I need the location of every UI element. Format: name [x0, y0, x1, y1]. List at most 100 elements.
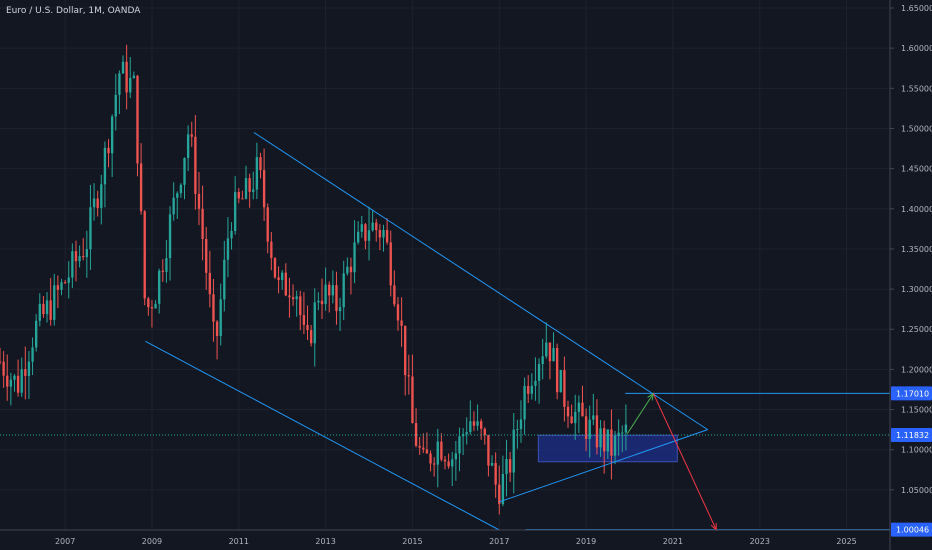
candle-body — [270, 241, 273, 258]
candle-body — [342, 273, 345, 308]
candle-body — [262, 170, 266, 208]
price-tag-label: 1.00046 — [896, 526, 929, 535]
candle-body — [443, 459, 447, 462]
candle-body — [574, 411, 577, 424]
candle-body — [273, 257, 277, 278]
candle-body — [349, 266, 353, 273]
x-tick-label: 2021 — [663, 537, 683, 546]
candle-body — [505, 459, 508, 475]
candle-body — [588, 419, 591, 439]
candle-body — [331, 285, 335, 296]
candle-body — [480, 421, 483, 429]
candle-body — [378, 230, 382, 238]
channel-upper-line — [253, 132, 708, 431]
candle-body — [498, 484, 501, 505]
candle-body — [6, 375, 9, 387]
candle-body — [45, 300, 49, 315]
candle-body — [599, 428, 602, 448]
candle-body — [110, 116, 114, 154]
candle-body — [16, 375, 20, 393]
candle-body — [147, 298, 150, 308]
candle-body — [404, 325, 407, 376]
candle-body — [494, 462, 497, 485]
candle-body — [527, 385, 530, 394]
price-axis[interactable]: 1.65000 1.60000 1.55000 1.50000 1.45000 1.400… — [889, 0, 932, 550]
candle-body — [49, 300, 52, 320]
candle-body — [85, 249, 89, 258]
candle-body — [201, 208, 204, 239]
candle-body — [313, 302, 316, 344]
candle-body — [534, 380, 537, 386]
candle-body — [570, 416, 573, 424]
candle-body — [259, 157, 262, 171]
candle-body — [613, 436, 617, 456]
candle-body — [92, 198, 96, 208]
y-tick-label: 1.55000 — [901, 84, 932, 93]
candle-body — [385, 229, 389, 243]
candle-body — [469, 421, 472, 433]
candle-body — [114, 94, 117, 117]
candle-body — [328, 284, 331, 296]
y-tick-label: 1.60000 — [901, 44, 932, 53]
candle-body — [165, 258, 168, 272]
candle-body — [389, 242, 392, 286]
candle-body — [407, 375, 410, 377]
candle-body — [42, 303, 45, 315]
candle-body — [335, 285, 338, 312]
candle-body — [295, 296, 298, 300]
candle-body — [595, 415, 599, 448]
x-tick-label: 2013 — [315, 537, 335, 546]
candle-body — [541, 356, 544, 365]
candle-body — [519, 419, 523, 430]
y-tick-label: 1.35000 — [901, 245, 932, 254]
candle-body — [414, 423, 418, 446]
candle-body — [20, 369, 23, 393]
candle-body — [67, 277, 70, 283]
candle-body — [63, 282, 67, 284]
candle-body — [82, 256, 85, 258]
candle-body — [89, 207, 92, 250]
candle-body — [107, 147, 110, 154]
candle-body — [458, 436, 461, 454]
candle-body — [512, 429, 515, 473]
candle-body — [223, 259, 226, 300]
x-tick-label: 2017 — [489, 537, 509, 546]
candle-body — [136, 75, 139, 164]
candle-body — [364, 224, 367, 241]
candle-body — [132, 75, 136, 78]
candle-body — [27, 361, 31, 376]
candle-body — [581, 402, 584, 417]
candle-body — [606, 429, 609, 452]
drawings[interactable] — [0, 132, 890, 532]
x-tick-label: 2009 — [142, 537, 162, 546]
candle-body — [13, 375, 16, 380]
candle-body — [0, 361, 2, 363]
candle-body — [400, 320, 403, 326]
candle-body — [501, 474, 505, 505]
candle-body — [31, 347, 34, 362]
candle-body — [74, 251, 78, 262]
candle-body — [621, 432, 624, 434]
price-tag — [891, 522, 932, 537]
candle-body — [447, 461, 450, 467]
candle-body — [53, 285, 56, 320]
candle-body — [215, 321, 219, 336]
y-tick-label: 1.45000 — [901, 165, 932, 174]
candle-body — [255, 157, 259, 190]
time-axis[interactable]: 2007 2009 2011 2013 2015 2017 2019 2021 2023 2025 — [0, 529, 890, 546]
candle-body — [454, 453, 458, 460]
arrow-down — [652, 393, 717, 531]
y-tick-label: 1.40000 — [901, 205, 932, 214]
candle-body — [96, 198, 99, 208]
channel-lower-line — [145, 340, 500, 531]
candle-body — [205, 238, 208, 273]
candle-body — [516, 429, 519, 431]
candle-body — [422, 447, 425, 450]
candle-body — [603, 428, 606, 452]
candle-body — [168, 214, 172, 259]
y-tick-label: 1.10000 — [901, 446, 932, 455]
candle-body — [418, 445, 421, 448]
candle-body — [190, 134, 193, 137]
candle-body — [624, 424, 628, 433]
